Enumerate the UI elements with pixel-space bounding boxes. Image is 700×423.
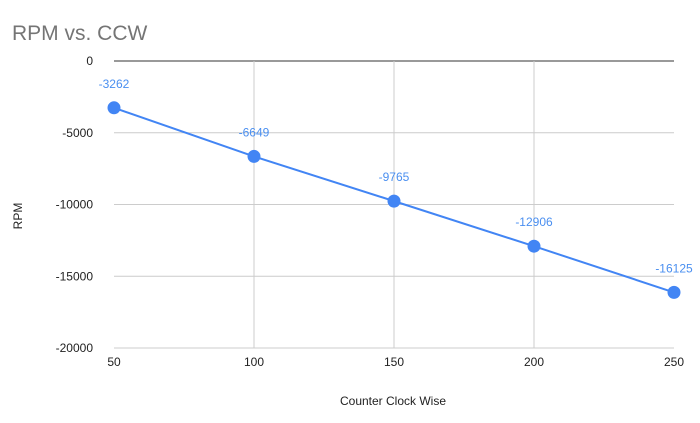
series-layer — [107, 101, 681, 299]
chart-title: RPM vs. CCW — [12, 22, 148, 45]
data-label: -12906 — [515, 215, 553, 229]
y-tick-label: -15000 — [56, 269, 94, 283]
data-point — [107, 101, 121, 115]
data-point — [247, 149, 261, 163]
y-tick-label: -10000 — [56, 198, 94, 212]
data-label: -3262 — [99, 77, 130, 91]
y-axis-ticks: 0 -5000 -10000 -15000 -20000 — [56, 54, 94, 355]
x-axis-ticks: 50 100 150 200 250 — [107, 355, 684, 369]
data-label: -9765 — [379, 170, 410, 184]
data-point — [667, 285, 681, 299]
x-tick-label: 100 — [244, 355, 264, 369]
y-axis-title: RPM — [11, 203, 25, 230]
data-labels: -3262 -6649 -9765 -12906 -16125 — [99, 77, 693, 276]
data-point — [527, 239, 541, 253]
data-label: -6649 — [239, 125, 270, 139]
data-label: -16125 — [655, 261, 693, 275]
y-tick-label: 0 — [86, 54, 93, 68]
y-tick-label: -5000 — [62, 126, 93, 140]
x-tick-label: 200 — [524, 355, 544, 369]
x-tick-label: 250 — [664, 355, 684, 369]
y-tick-label: -20000 — [56, 341, 94, 355]
x-tick-label: 50 — [107, 355, 121, 369]
x-axis-title: Counter Clock Wise — [340, 394, 446, 408]
data-point — [387, 194, 401, 208]
x-tick-label: 150 — [384, 355, 404, 369]
